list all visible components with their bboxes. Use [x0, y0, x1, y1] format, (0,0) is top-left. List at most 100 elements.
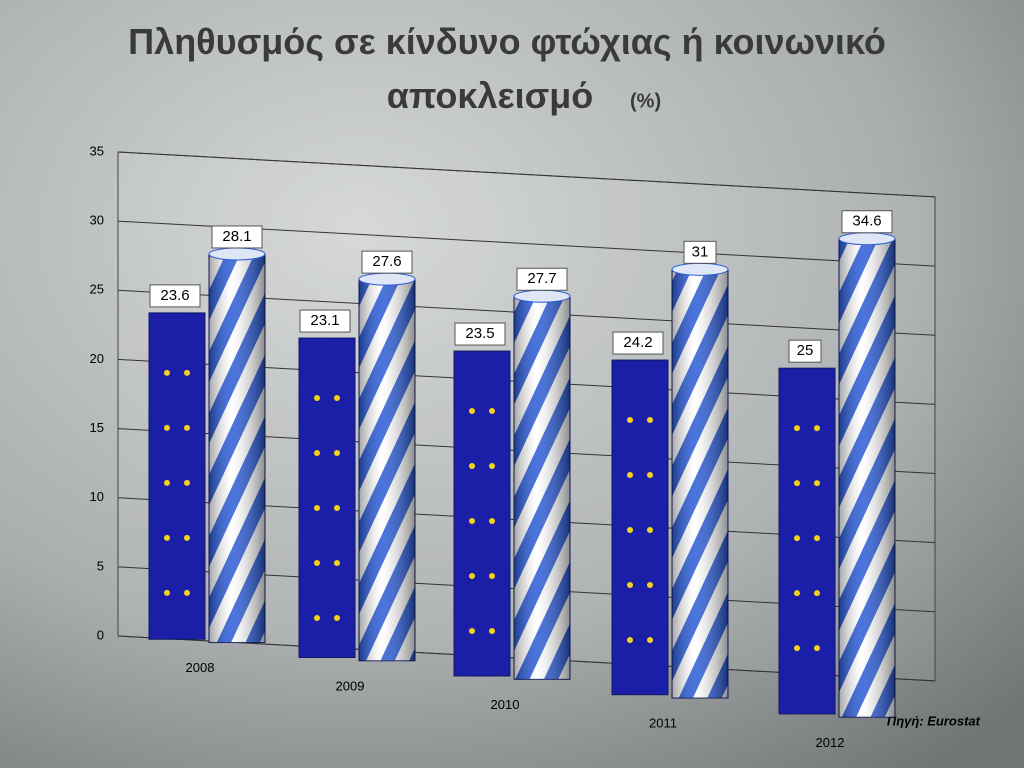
star: [314, 505, 320, 512]
star: [794, 425, 800, 432]
value-label-box: [299, 309, 351, 333]
star: [184, 424, 190, 431]
value-label-box: [841, 210, 893, 234]
star: [164, 479, 170, 486]
title-part: Πληθυσμός σε κίνδυνο φτώχιας ή κοινωνικό: [128, 21, 896, 62]
value-label: 31: [692, 243, 709, 260]
value-label: 25: [797, 342, 814, 359]
star: [794, 480, 800, 487]
star: [334, 560, 340, 567]
star: [647, 472, 653, 479]
value-label-box: [454, 322, 506, 346]
star: [647, 417, 653, 424]
star: [794, 535, 800, 542]
star: [814, 645, 820, 652]
star: [334, 505, 340, 512]
star: [794, 590, 800, 597]
value-label: 27.6: [372, 253, 401, 270]
value-label: 23.6: [160, 287, 189, 304]
star: [814, 480, 820, 487]
y-tick-label: 20: [90, 351, 104, 366]
value-label-box: [516, 267, 568, 291]
bar-cap: [208, 247, 266, 261]
y-tick-label: 30: [90, 213, 104, 228]
star: [814, 535, 820, 542]
value-label-box: [361, 250, 413, 274]
value-label: 23.1: [310, 312, 339, 329]
star: [469, 628, 475, 635]
star: [627, 417, 633, 424]
y-tick-label: 0: [97, 627, 104, 642]
y-tick-label: 5: [97, 558, 104, 573]
value-label-box: [612, 331, 664, 355]
star: [627, 527, 633, 534]
star: [469, 408, 475, 415]
star: [314, 560, 320, 567]
star: [647, 637, 653, 644]
star: [469, 573, 475, 580]
star: [184, 534, 190, 541]
star: [647, 527, 653, 534]
bar-cap: [838, 232, 896, 246]
bar-shade: [359, 279, 415, 661]
title-unit: (%): [630, 90, 661, 112]
star: [164, 424, 170, 431]
star: [334, 450, 340, 457]
bar-shade: [514, 296, 570, 680]
bar: [778, 367, 836, 715]
value-label-box: [211, 225, 263, 249]
star: [314, 450, 320, 457]
bar-cap: [513, 289, 571, 303]
value-label: 27.7: [527, 270, 556, 287]
value-label-box: [788, 339, 822, 363]
bar: [298, 337, 356, 658]
value-label: 34.6: [852, 213, 881, 230]
star: [314, 395, 320, 402]
x-tick-label: 2011: [649, 716, 677, 731]
star: [469, 463, 475, 470]
star: [184, 369, 190, 376]
star: [489, 518, 495, 525]
x-tick-label: 2009: [336, 678, 365, 693]
value-label: 24.2: [623, 334, 652, 351]
star: [814, 590, 820, 597]
star: [469, 518, 475, 525]
star: [334, 615, 340, 622]
star: [627, 637, 633, 644]
star: [794, 645, 800, 652]
star: [164, 589, 170, 596]
bar: [148, 312, 206, 640]
y-tick-label: 35: [90, 143, 104, 158]
bar: [611, 359, 669, 696]
bar-cap: [671, 262, 729, 276]
star: [489, 628, 495, 635]
y-tick-label: 25: [90, 282, 104, 297]
value-label: 23.5: [465, 325, 494, 342]
grid-line: [117, 151, 936, 198]
star: [184, 479, 190, 486]
source: Πηγή: Eurostat: [887, 713, 981, 728]
star: [489, 408, 495, 415]
y-tick-label: 10: [90, 489, 104, 504]
bar: [453, 350, 511, 677]
x-tick-label: 2010: [491, 697, 520, 712]
star: [164, 534, 170, 541]
bar-shade: [672, 269, 728, 699]
star: [334, 395, 340, 402]
x-tick-label: 2012: [816, 735, 845, 750]
bar-shade: [209, 253, 265, 643]
star: [184, 589, 190, 596]
star: [314, 615, 320, 622]
star: [647, 582, 653, 589]
star: [627, 582, 633, 589]
x-tick-label: 2008: [186, 660, 215, 675]
value-label: 28.1: [222, 228, 251, 245]
star: [814, 425, 820, 432]
bar-cap: [358, 272, 416, 286]
value-label-box: [149, 284, 201, 308]
star: [164, 369, 170, 376]
title-part: αποκλεισμό: [387, 75, 594, 116]
y-tick-label: 15: [90, 420, 104, 435]
chart-title: Πληθυσμός σε κίνδυνο φτώχιας ή κοινωνικό…: [128, 21, 896, 116]
